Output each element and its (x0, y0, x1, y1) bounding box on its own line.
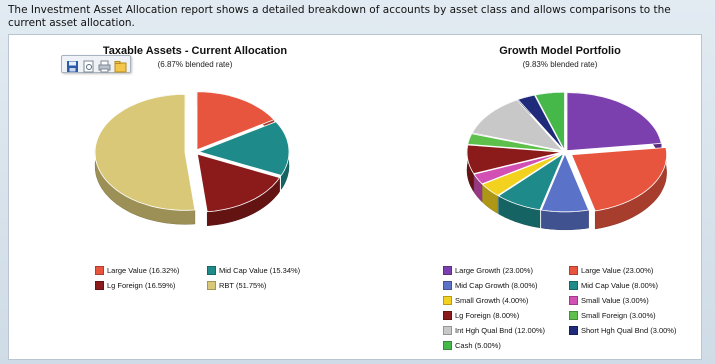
legend-label: Short Hgh Qual Bnd (3.00%) (581, 326, 677, 335)
legend-item-1-5: Small Value (3.00%) (569, 296, 649, 305)
pie-chart-model (466, 91, 667, 231)
legend-label: Large Value (16.32%) (107, 266, 180, 275)
chart-title-current: Taxable Assets - Current Allocation (102, 45, 288, 57)
chart-subtitle-model: (9.83% blended rate) (522, 60, 598, 69)
legend-label: Large Growth (23.00%) (455, 266, 533, 275)
legend-swatch (569, 281, 578, 290)
legend-item-0-0: Large Value (16.32%) (95, 266, 179, 275)
chart-subtitle-current: (6.87% blended rate) (157, 60, 233, 69)
legend-item-1-0: Large Growth (23.00%) (443, 266, 533, 275)
legend-swatch (443, 281, 452, 290)
legend-item-1-8: Int Hgh Qual Bnd (12.00%) (443, 326, 545, 335)
pie-slice-1-8 (471, 99, 564, 152)
pie-slice-0-2 (196, 153, 281, 213)
pie-slice-1-7 (467, 133, 563, 152)
pie-slice-1-5 (473, 152, 563, 185)
export-icon[interactable] (114, 58, 127, 72)
legend-swatch (569, 296, 578, 305)
legend-swatch (443, 326, 452, 335)
pie-slice-0-3 (94, 93, 196, 211)
legend-item-1-10: Cash (5.00%) (443, 341, 501, 350)
legend-swatch (207, 281, 216, 290)
pie-slice-1-9 (517, 94, 565, 151)
legend-label: Mid Cap Growth (8.00%) (455, 281, 538, 290)
legend-label: Mid Cap Value (15.34%) (219, 266, 301, 275)
legend-label: Small Foreign (3.00%) (581, 311, 656, 320)
legend-swatch (569, 326, 578, 335)
legend-label: Mid Cap Value (8.00%) (581, 281, 658, 290)
legend-swatch (443, 296, 452, 305)
legend-swatch (95, 281, 104, 290)
legend-label: Cash (5.00%) (455, 341, 501, 350)
pie-slice-1-10 (534, 91, 565, 151)
pie-slice-1-2 (540, 152, 590, 213)
legend-item-0-1: Mid Cap Value (15.34%) (207, 266, 300, 275)
legend-swatch (443, 341, 452, 350)
pie-slice-1-3 (497, 152, 565, 211)
legend-model: Large Growth (23.00%) Large Value (23.00%… (443, 266, 703, 356)
legend-swatch (569, 266, 578, 275)
pie-slice-1-1 (571, 147, 667, 212)
pie-slice-1-0 (566, 92, 662, 152)
legend-item-0-3: RBT (51.75%) (207, 281, 266, 290)
legend-item-1-2: Mid Cap Growth (8.00%) (443, 281, 538, 290)
legend-label: RBT (51.75%) (219, 281, 267, 290)
legend-label: Small Growth (4.00%) (455, 296, 529, 305)
pie-chart-current (94, 91, 290, 226)
legend-item-1-7: Small Foreign (3.00%) (569, 311, 656, 320)
pie-slice-1-4 (481, 152, 563, 196)
legend-label: Lg Foreign (16.59%) (107, 281, 176, 290)
save-icon[interactable] (66, 58, 79, 72)
pie-slice-side-1-2 (541, 209, 589, 231)
legend-swatch (95, 266, 104, 275)
pie-slice-0-1 (197, 121, 290, 176)
legend-label: Small Value (3.00%) (581, 296, 649, 305)
legend-label: Large Value (23.00%) (581, 266, 654, 275)
legend-swatch (443, 266, 452, 275)
legend-item-1-3: Mid Cap Value (8.00%) (569, 281, 658, 290)
legend-label: Int Hgh Qual Bnd (12.00%) (455, 326, 546, 335)
legend-swatch (443, 311, 452, 320)
legend-label: Lg Foreign (8.00%) (455, 311, 520, 320)
chart-toolbar (61, 55, 131, 73)
legend-current: Large Value (16.32%) Mid Cap Value (15.34… (95, 266, 325, 306)
print-preview-icon[interactable] (82, 58, 95, 72)
pie-slice-0-0 (196, 91, 275, 151)
legend-swatch (569, 311, 578, 320)
legend-item-1-9: Short Hgh Qual Bnd (3.00%) (569, 326, 676, 335)
legend-item-1-6: Lg Foreign (8.00%) (443, 311, 519, 320)
legend-item-1-4: Small Growth (4.00%) (443, 296, 528, 305)
chart-title-model: Growth Model Portfolio (499, 45, 621, 57)
print-icon[interactable] (98, 58, 111, 72)
legend-item-0-2: Lg Foreign (16.59%) (95, 281, 175, 290)
legend-swatch (207, 266, 216, 275)
pie-slice-1-6 (466, 144, 563, 175)
legend-item-1-1: Large Value (23.00%) (569, 266, 653, 275)
report-description: The Investment Asset Allocation report s… (8, 4, 671, 29)
